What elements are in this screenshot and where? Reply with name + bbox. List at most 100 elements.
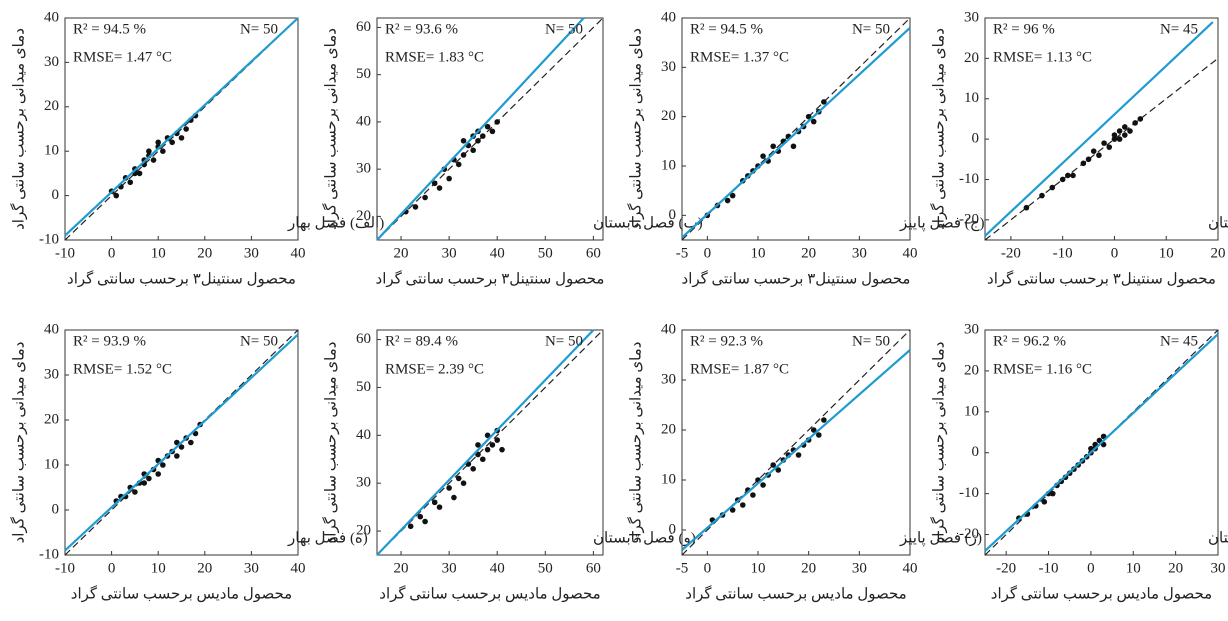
x-tick-label: 0: [108, 245, 116, 261]
x-tick-label: 0: [704, 560, 712, 576]
panel-label: (ح) فصل زمستان: [1208, 530, 1228, 546]
y-tick-label: 10: [964, 403, 979, 419]
x-tick-label: 20: [801, 245, 816, 261]
data-point: [790, 143, 797, 150]
n-label: N= 45: [1160, 333, 1198, 349]
data-point: [1111, 136, 1118, 142]
data-point: [141, 480, 148, 486]
data-point: [729, 507, 736, 513]
y-tick-label: -10: [959, 485, 979, 501]
x-tick-label: 60: [586, 245, 601, 261]
data-point: [1085, 156, 1092, 163]
x-tick-label: 10: [1159, 245, 1174, 261]
x-tick-label: 20: [1168, 560, 1183, 576]
y-tick-label: 30: [44, 54, 59, 70]
data-point: [422, 518, 428, 525]
x-tick-label: 40: [490, 245, 505, 261]
data-point: [740, 502, 746, 508]
plot-frame: [64, 17, 299, 241]
y-tick-label: -10: [959, 171, 979, 187]
y-tick-label: 40: [661, 321, 676, 337]
fit-line: [64, 17, 299, 237]
y-tick-label: 60: [356, 19, 371, 35]
panel: 20 30 40 50 60 20 30 40 50 60 R² = 93.6 % N= 50 RMSE…: [321, 17, 703, 287]
identity-line: [376, 17, 604, 241]
data-point: [470, 147, 476, 154]
data-point: [484, 123, 491, 130]
panel: 20 30 40 50 60 20 30 40 50 60 R² = 89.4 % N= 50 RMSE…: [321, 329, 696, 602]
data-point: [460, 152, 467, 158]
n-label: N= 50: [852, 333, 890, 349]
data-point: [436, 504, 443, 510]
data-point: [494, 437, 501, 443]
fit-line: [984, 21, 1214, 237]
x-tick-label: 30: [244, 560, 259, 576]
x-axis-label: محصول سنتینل۳ برحسب سانتی گراد: [67, 269, 296, 287]
data-point: [127, 179, 134, 186]
data-point: [455, 161, 462, 168]
x-tick-label: -10: [55, 560, 75, 576]
data-point: [1070, 172, 1076, 179]
data-point: [178, 135, 185, 141]
x-tick-label: 40: [903, 245, 918, 261]
data-point: [1080, 160, 1087, 167]
x-tick-label: -5: [676, 245, 689, 261]
data-point: [1041, 499, 1048, 505]
y-tick-label: 20: [44, 98, 59, 114]
data-point: [455, 475, 462, 482]
x-tick-label: 20: [394, 560, 409, 576]
data-point: [150, 157, 157, 163]
y-tick-label: -10: [39, 546, 59, 562]
y-axis-label: دمای میدانی برحسب سانتی گراد: [321, 342, 339, 544]
x-tick-label: 0: [108, 560, 116, 576]
identity-line: [681, 17, 911, 241]
y-tick-label: 30: [356, 475, 371, 491]
data-point: [724, 197, 731, 204]
x-tick-label: 0: [1111, 245, 1119, 261]
r2-label: R² = 89.4 %: [385, 333, 458, 349]
data-point: [407, 523, 414, 530]
rmse-label: RMSE= 1.87 °C: [690, 361, 789, 377]
data-point: [475, 451, 481, 458]
x-axis-label: محصول مادیس برحسب سانتی گراد: [991, 584, 1212, 602]
x-tick-label: 30: [244, 245, 259, 261]
data-point: [1106, 144, 1113, 150]
y-tick-label: 30: [964, 9, 979, 25]
x-tick-label: 40: [490, 560, 505, 576]
y-tick-label: 10: [661, 471, 676, 487]
data-point: [1122, 132, 1128, 138]
data-point: [1039, 192, 1045, 199]
data-point: [460, 480, 467, 486]
data-point: [155, 139, 161, 146]
n-label: N= 50: [240, 333, 278, 349]
y-tick-label: 0: [669, 207, 677, 223]
data-point: [132, 489, 138, 495]
n-label: N= 50: [545, 333, 583, 349]
x-axis-label: محصول مادیس برحسب سانتی گراد: [685, 584, 906, 602]
y-tick-label: -20: [959, 211, 979, 227]
data-point: [1049, 184, 1056, 191]
data-point: [770, 462, 776, 468]
r2-label: R² = 93.9 %: [73, 333, 146, 349]
data-point: [494, 119, 501, 125]
data-point: [810, 427, 817, 433]
y-axis-label: دمای میدانی برحسب سانتی گراد: [929, 28, 947, 230]
data-point: [160, 148, 166, 154]
r2-label: R² = 92.3 %: [690, 333, 763, 349]
fit-line: [681, 27, 911, 239]
y-tick-label: 30: [661, 59, 676, 75]
plot-frame: [376, 17, 604, 241]
x-tick-label: -20: [996, 560, 1016, 576]
plot-frame: [681, 17, 911, 241]
panel-label: (ز) فصل پاییز: [899, 530, 982, 546]
r2-label: R² = 93.6 %: [385, 21, 458, 37]
y-tick-label: 20: [964, 50, 979, 66]
panel-label: (ج) فصل پاییز: [899, 215, 984, 231]
data-point: [1132, 120, 1138, 126]
data-point: [412, 204, 419, 210]
data-point: [431, 180, 438, 187]
rmse-label: RMSE= 1.83 °C: [385, 49, 484, 65]
r2-label: R² = 94.5 %: [690, 21, 763, 37]
x-tick-label: 50: [538, 560, 553, 576]
